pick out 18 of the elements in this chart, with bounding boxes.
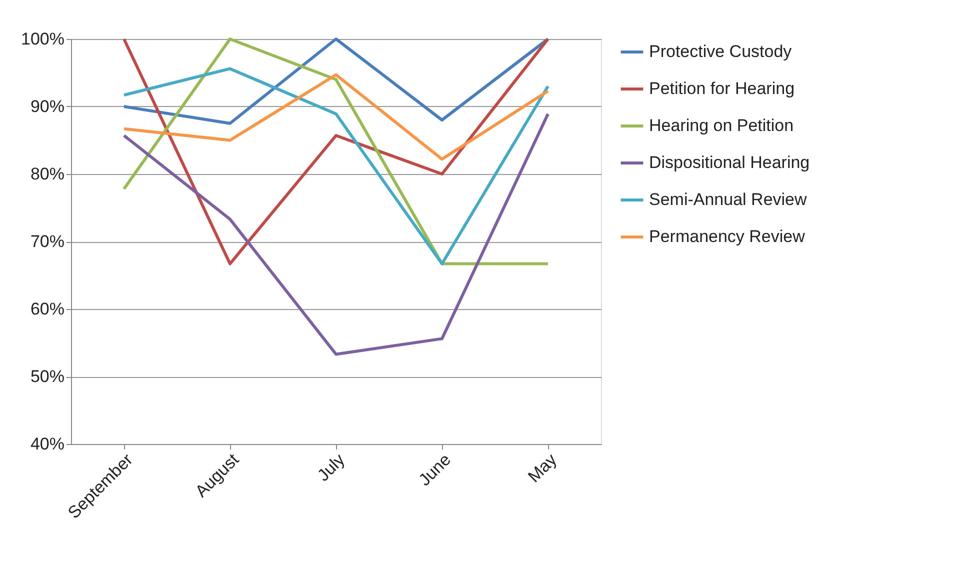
y-tick-label: 50% xyxy=(30,367,64,386)
legend-label: Permanency Review xyxy=(649,227,806,246)
y-tick-label: 100% xyxy=(21,30,64,48)
x-tick-label: July xyxy=(314,450,349,485)
y-tick-label: 60% xyxy=(30,300,64,318)
legend-label: Hearing on Petition xyxy=(649,116,794,135)
legend-label: Protective Custody xyxy=(649,42,792,61)
line-series xyxy=(122,73,550,161)
legend-label: Petition for Hearing xyxy=(649,79,795,98)
y-tick-label: 80% xyxy=(30,164,64,184)
line-series xyxy=(122,112,550,356)
y-tick-label: 90% xyxy=(30,97,64,116)
x-tick-label: May xyxy=(524,450,561,486)
y-tick-label: 40% xyxy=(30,434,64,454)
legend-label: Dispositional Hearing xyxy=(649,153,810,172)
line-series xyxy=(122,38,550,125)
y-tick-label: 70% xyxy=(30,232,64,251)
legend-label: Semi-Annual Review xyxy=(649,190,808,209)
